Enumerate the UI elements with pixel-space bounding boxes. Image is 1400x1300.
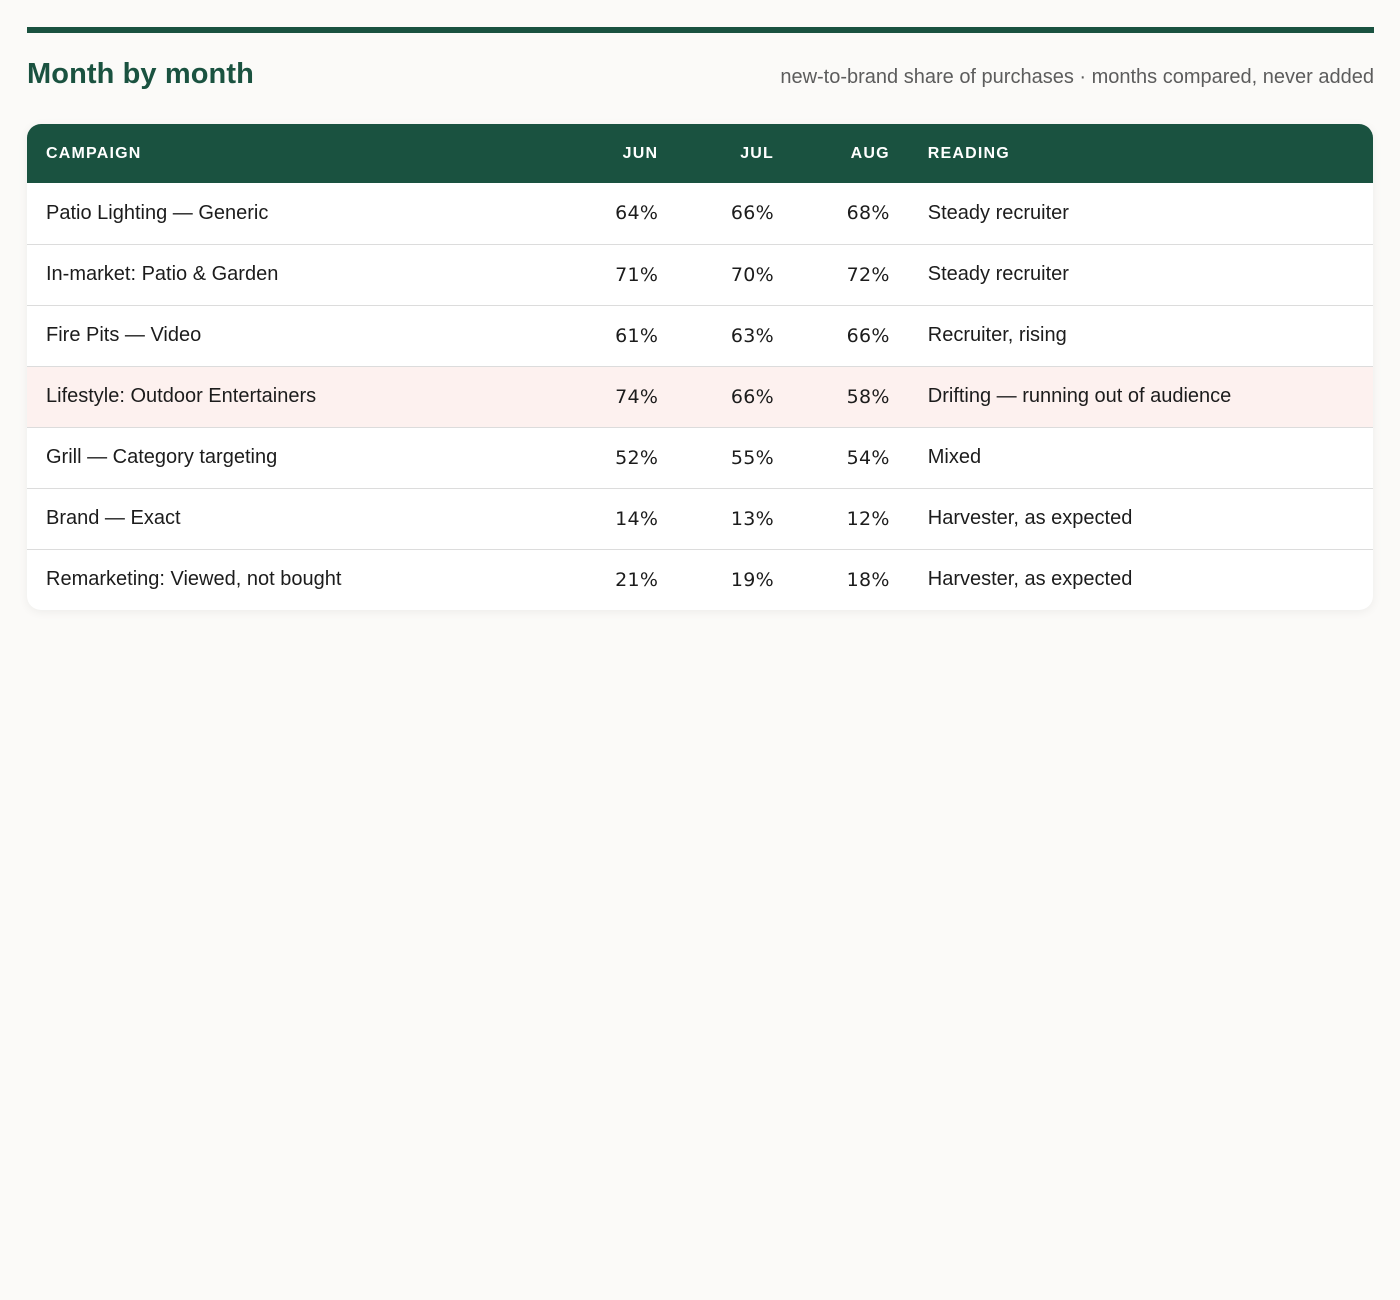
cell-jun: 64% — [615, 202, 659, 225]
cell-aug: 18% — [846, 568, 890, 591]
column-header-reading[interactable]: Reading — [927, 144, 1010, 162]
table-row[interactable]: Grill — Category targeting 52% 55% 54% M… — [27, 427, 1373, 488]
page-title: Month by month — [27, 58, 254, 90]
column-header-jul[interactable]: Jul — [740, 144, 775, 162]
table-row[interactable]: In-market: Patio & Garden 71% 70% 72% St… — [27, 244, 1373, 305]
cell-reading: Harvester, as expected — [927, 568, 1133, 591]
table-row[interactable]: Fire Pits — Video 61% 63% 66% Recruiter,… — [27, 305, 1373, 366]
cell-aug: 72% — [846, 263, 890, 286]
cell-campaign: Lifestyle: Outdoor Entertainers — [46, 385, 317, 407]
cell-jul: 66% — [730, 202, 775, 225]
column-header-campaign[interactable]: Campaign — [46, 144, 142, 162]
section-header: Month by month new-to-brand share of pur… — [27, 58, 1374, 98]
cell-reading: Harvester, as expected — [927, 507, 1133, 529]
table-row[interactable]: Lifestyle: Outdoor Entertainers 74% 66% … — [27, 366, 1373, 427]
cell-aug: 66% — [846, 324, 890, 347]
cell-campaign: Patio Lighting — Generic — [46, 201, 269, 224]
cell-aug: 68% — [846, 202, 890, 225]
column-header-aug[interactable]: Aug — [850, 144, 890, 162]
cell-reading: Steady recruiter — [927, 201, 1069, 224]
top-accent-rule — [27, 27, 1374, 33]
cell-campaign: Fire Pits — Video — [46, 324, 202, 346]
cell-campaign: Grill — Category targeting — [46, 446, 278, 468]
cell-jun: 14% — [615, 507, 659, 530]
cell-reading: Mixed — [927, 446, 982, 468]
cell-reading: Drifting — running out of audience — [927, 385, 1232, 407]
table-row[interactable]: Patio Lighting — Generic 64% 66% 68% Ste… — [27, 183, 1373, 244]
cell-jun: 74% — [615, 385, 659, 408]
cell-campaign: Remarketing: Viewed, not bought — [46, 568, 342, 591]
cell-aug: 54% — [846, 446, 890, 469]
cell-jul: 66% — [730, 385, 775, 408]
cell-reading: Recruiter, rising — [927, 324, 1067, 346]
cell-aug: 58% — [846, 385, 890, 408]
cell-jun: 52% — [615, 446, 659, 469]
table-row[interactable]: Brand — Exact 14% 13% 12% Harvester, as … — [27, 488, 1373, 549]
campaign-table: Campaign Jun Jul Aug Reading Patio Light… — [27, 124, 1373, 610]
cell-reading: Steady recruiter — [927, 263, 1069, 285]
cell-jun: 71% — [615, 263, 659, 286]
cell-campaign: In-market: Patio & Garden — [46, 263, 279, 285]
cell-jul: 55% — [730, 446, 775, 469]
table-body: Patio Lighting — Generic 64% 66% 68% Ste… — [27, 183, 1373, 610]
cell-jun: 21% — [615, 568, 659, 591]
cell-aug: 12% — [846, 507, 890, 530]
cell-campaign: Brand — Exact — [46, 507, 181, 529]
page-subtitle: new-to-brand share of purchases · months… — [780, 66, 1374, 88]
campaign-table-card: Campaign Jun Jul Aug Reading Patio Light… — [27, 124, 1373, 610]
cell-jul: 19% — [730, 568, 775, 591]
cell-jun: 61% — [615, 324, 659, 347]
cell-jul: 13% — [730, 507, 775, 530]
cell-jul: 70% — [730, 263, 775, 286]
table-row[interactable]: Remarketing: Viewed, not bought 21% 19% … — [27, 549, 1373, 610]
cell-jul: 63% — [730, 324, 775, 347]
table-header-row: Campaign Jun Jul Aug Reading — [27, 124, 1373, 183]
column-header-jun[interactable]: Jun — [622, 144, 659, 162]
